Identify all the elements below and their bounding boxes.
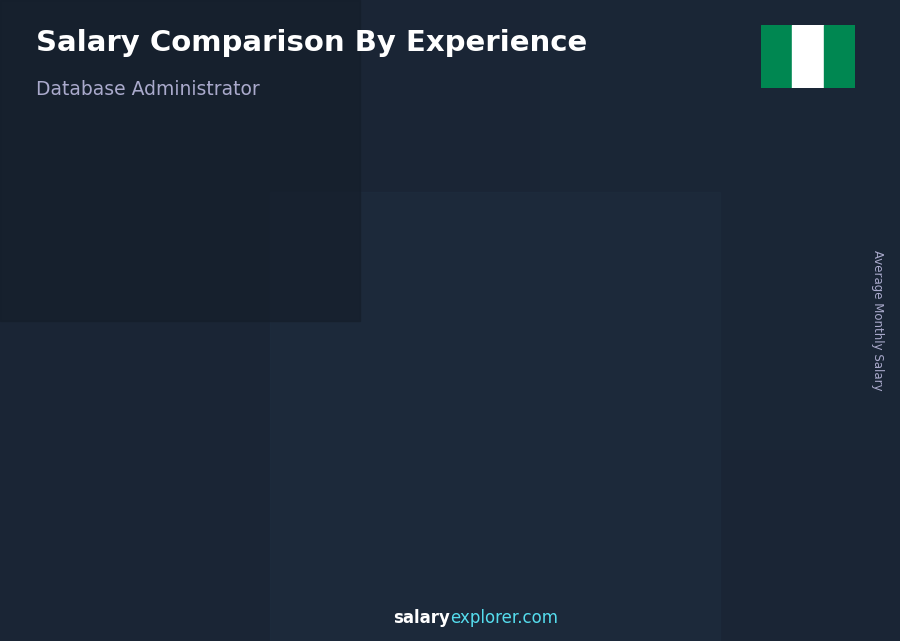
Text: salary: salary [393, 609, 450, 627]
Text: +29%: +29% [153, 308, 211, 326]
Bar [540, 0, 900, 449]
Bar [467, 0, 533, 240]
Bar [86, 263, 152, 424]
Bar [721, 176, 788, 577]
Text: Salary Comparison By Experience: Salary Comparison By Experience [36, 29, 587, 57]
Bar [340, 22, 406, 305]
Bar [340, 294, 406, 577]
Bar [0, 0, 360, 320]
Text: 482,000 NGN: 482,000 NGN [710, 156, 798, 169]
Bar [144, 417, 149, 577]
Bar [760, 24, 792, 88]
Text: Database Administrator: Database Administrator [36, 80, 260, 99]
Bar [467, 226, 533, 577]
Text: +7%: +7% [668, 99, 714, 117]
Text: 422,000 NGN: 422,000 NGN [455, 206, 544, 219]
Bar [594, 201, 661, 577]
Text: 452,000 NGN: 452,000 NGN [583, 181, 671, 194]
Text: +24%: +24% [408, 149, 465, 167]
Text: +7%: +7% [541, 129, 587, 147]
Text: 247,000 NGN: 247,000 NGN [202, 352, 290, 365]
Bar [652, 201, 658, 577]
Text: +38%: +38% [280, 213, 338, 231]
Bar [526, 226, 531, 577]
Text: explorer.com: explorer.com [450, 609, 558, 627]
Bar [779, 176, 785, 577]
Bar [86, 417, 152, 577]
Bar [594, 0, 661, 216]
Text: 192,000 NGN: 192,000 NGN [75, 397, 163, 410]
Bar [399, 294, 403, 577]
Text: 340,000 NGN: 340,000 NGN [328, 274, 418, 287]
Bar [212, 371, 279, 577]
Bar [792, 24, 824, 88]
Bar [270, 192, 720, 641]
Text: Average Monthly Salary: Average Monthly Salary [871, 250, 884, 391]
Bar [824, 24, 855, 88]
Bar [721, 0, 788, 192]
Bar [271, 371, 276, 577]
Bar [212, 174, 279, 379]
